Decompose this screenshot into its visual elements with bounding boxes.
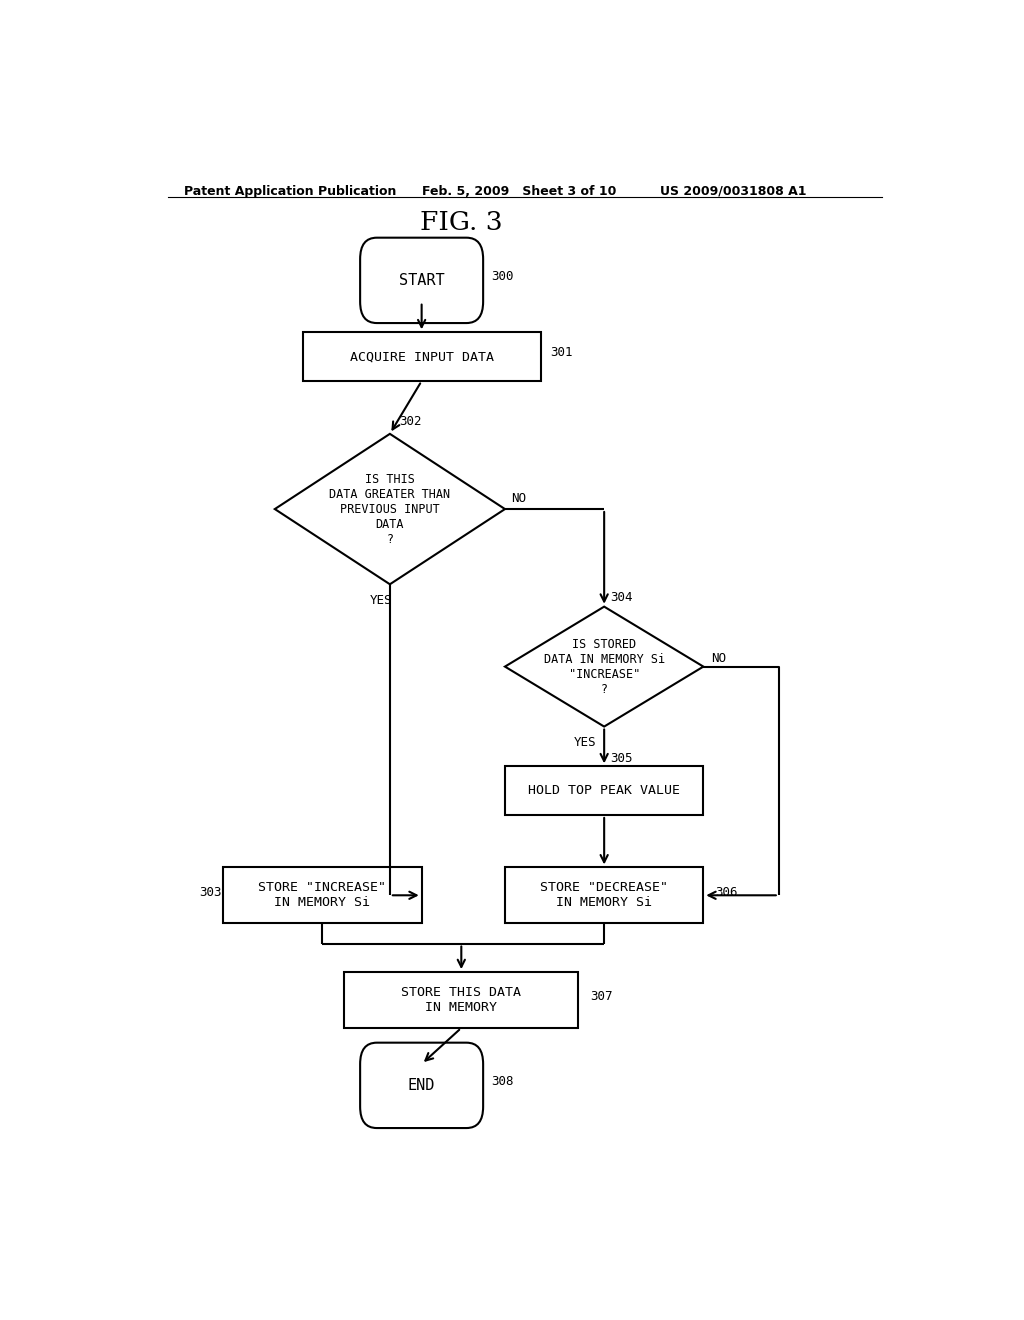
Text: START: START bbox=[398, 273, 444, 288]
Text: 307: 307 bbox=[590, 990, 612, 1003]
Text: YES: YES bbox=[370, 594, 392, 607]
Bar bbox=[505, 867, 703, 923]
Text: STORE "INCREASE"
IN MEMORY Si: STORE "INCREASE" IN MEMORY Si bbox=[258, 882, 386, 909]
Text: HOLD TOP PEAK VALUE: HOLD TOP PEAK VALUE bbox=[528, 784, 680, 797]
Text: IS THIS
DATA GREATER THAN
PREVIOUS INPUT
DATA
?: IS THIS DATA GREATER THAN PREVIOUS INPUT… bbox=[330, 473, 451, 545]
Text: 300: 300 bbox=[492, 269, 514, 282]
Bar bbox=[223, 867, 422, 923]
Text: 301: 301 bbox=[550, 346, 572, 359]
Text: NO: NO bbox=[712, 652, 726, 665]
Text: 308: 308 bbox=[492, 1074, 514, 1088]
Bar bbox=[344, 972, 579, 1028]
Bar bbox=[303, 333, 541, 381]
Text: 304: 304 bbox=[610, 591, 633, 605]
Text: 302: 302 bbox=[399, 416, 422, 428]
Bar bbox=[505, 766, 703, 814]
Text: END: END bbox=[408, 1078, 435, 1093]
FancyBboxPatch shape bbox=[360, 1043, 483, 1129]
Polygon shape bbox=[274, 434, 505, 585]
FancyBboxPatch shape bbox=[360, 238, 483, 323]
Text: NO: NO bbox=[511, 492, 526, 506]
Text: IS STORED
DATA IN MEMORY Si
"INCREASE"
?: IS STORED DATA IN MEMORY Si "INCREASE" ? bbox=[544, 638, 665, 696]
Text: ACQUIRE INPUT DATA: ACQUIRE INPUT DATA bbox=[349, 350, 494, 363]
Text: FIG. 3: FIG. 3 bbox=[420, 210, 503, 235]
Text: 303: 303 bbox=[200, 886, 222, 899]
Text: Patent Application Publication: Patent Application Publication bbox=[183, 185, 396, 198]
Text: 306: 306 bbox=[715, 886, 737, 899]
Text: YES: YES bbox=[574, 737, 597, 750]
Text: Feb. 5, 2009   Sheet 3 of 10: Feb. 5, 2009 Sheet 3 of 10 bbox=[422, 185, 616, 198]
Text: US 2009/0031808 A1: US 2009/0031808 A1 bbox=[659, 185, 806, 198]
Text: STORE THIS DATA
IN MEMORY: STORE THIS DATA IN MEMORY bbox=[401, 986, 521, 1014]
Text: 305: 305 bbox=[610, 751, 633, 764]
Text: STORE "DECREASE"
IN MEMORY Si: STORE "DECREASE" IN MEMORY Si bbox=[541, 882, 668, 909]
Polygon shape bbox=[505, 607, 703, 726]
